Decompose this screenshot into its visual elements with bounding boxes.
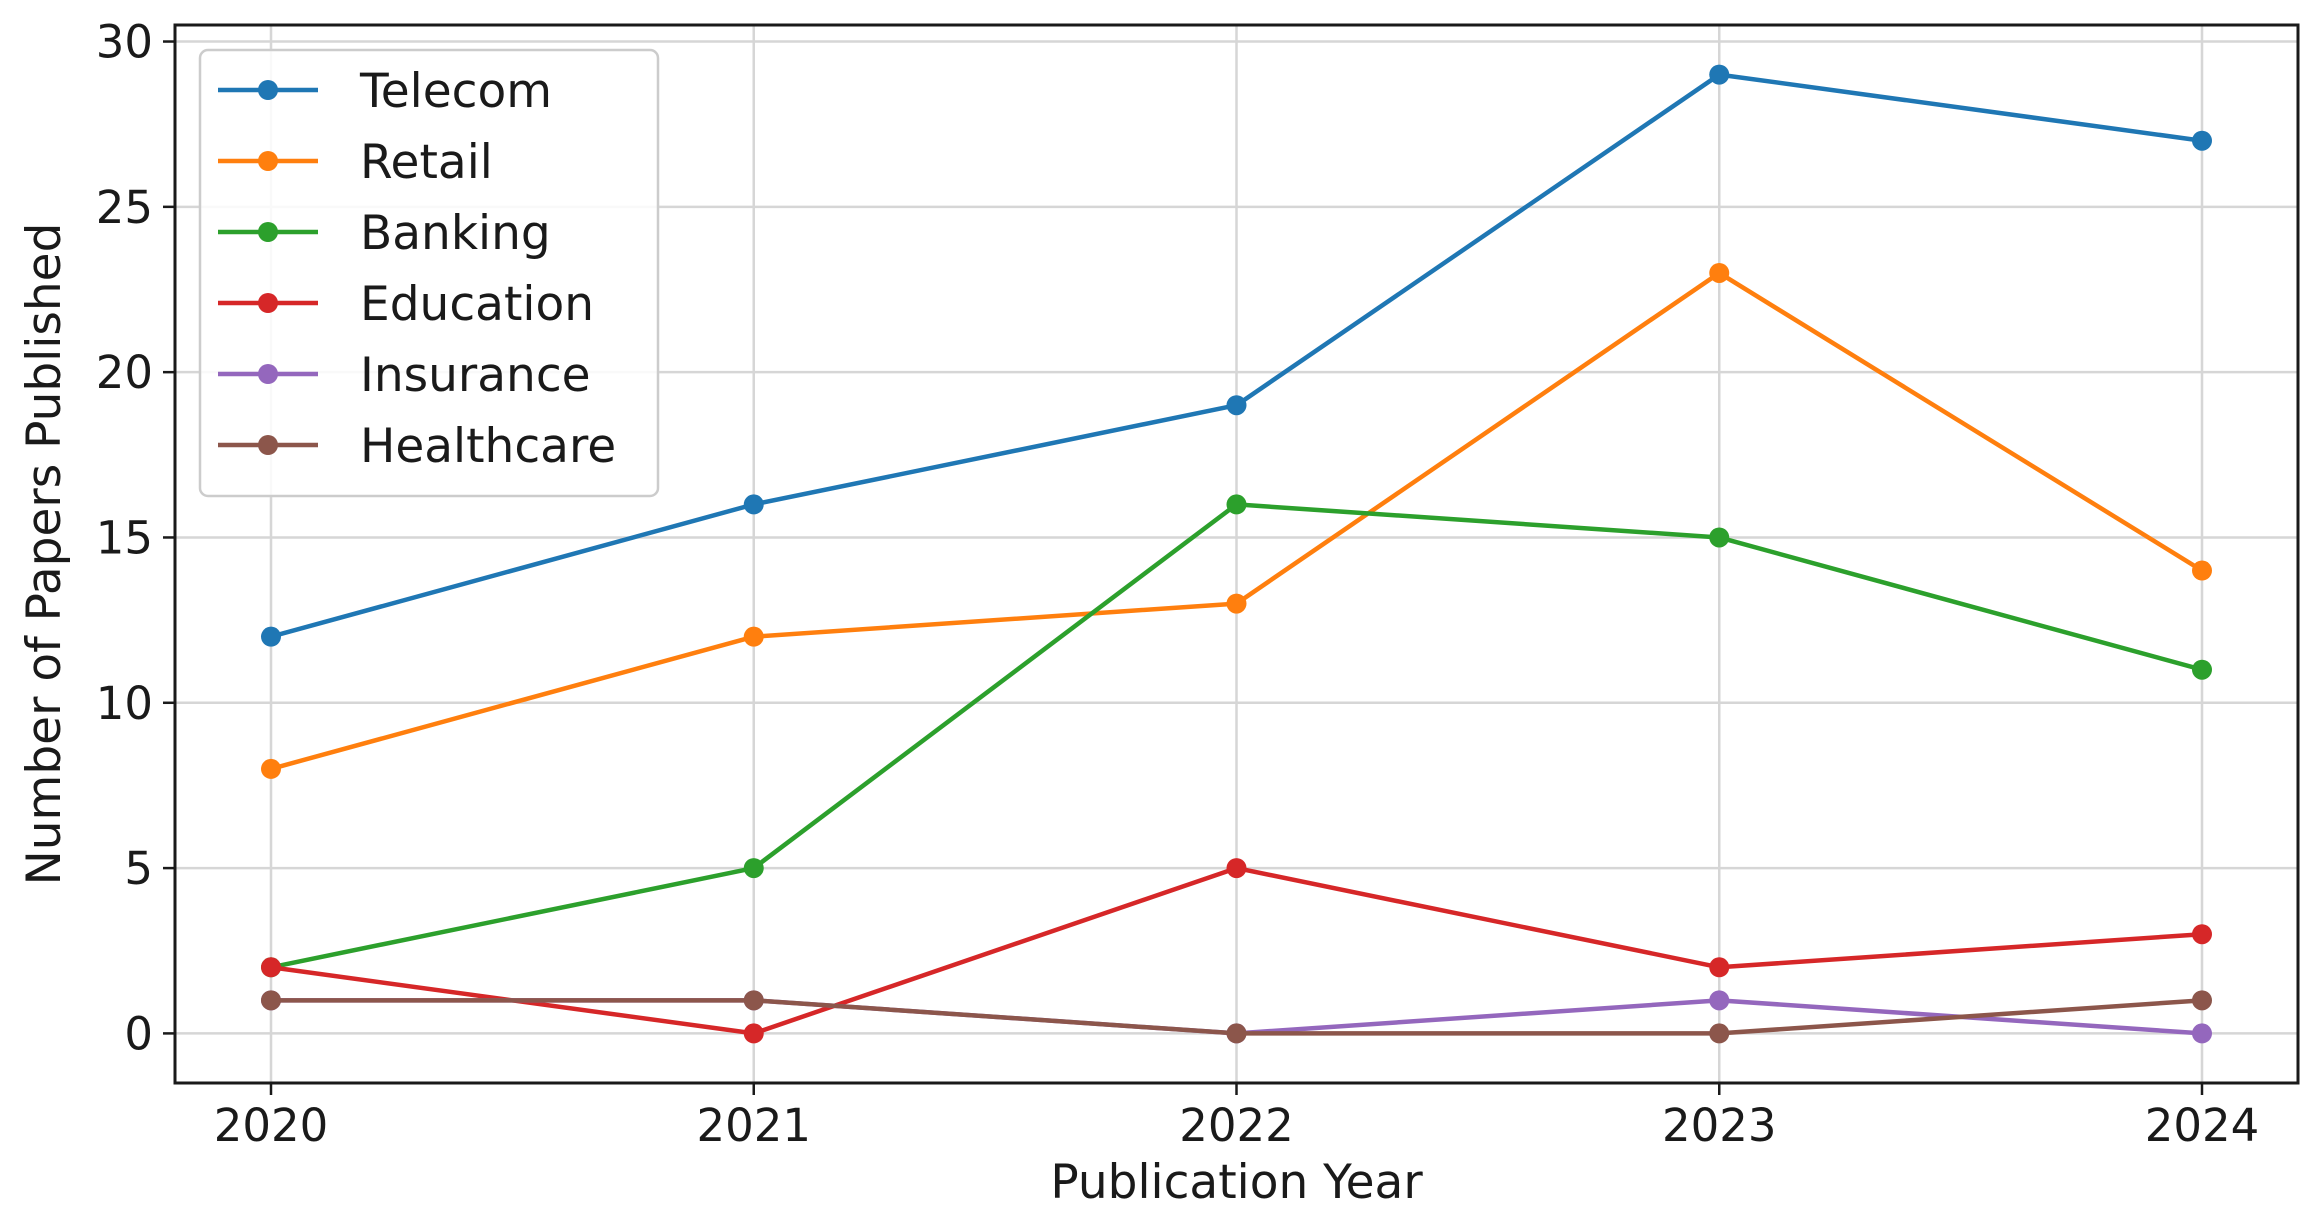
- legend-label: Banking: [360, 206, 551, 261]
- data-point: [1226, 858, 1247, 879]
- x-tick-label: 2023: [1662, 1099, 1777, 1152]
- x-axis-label: Publication Year: [1050, 1155, 1423, 1210]
- data-point: [2192, 560, 2212, 581]
- legend-item: Retail: [218, 135, 493, 190]
- legend-label: Education: [360, 277, 594, 332]
- y-tick-label: 0: [124, 1007, 153, 1060]
- data-point: [261, 626, 281, 647]
- axes: 2020 2021 2022 2023 2024 0 5 10 15 20 25 30: [96, 16, 2300, 1152]
- x-tick-label: 2020: [214, 1099, 329, 1152]
- data-point: [1226, 593, 1247, 614]
- data-point: [261, 990, 281, 1011]
- x-tick-label: 2022: [1179, 1099, 1294, 1152]
- y-tick-label: 10: [96, 677, 153, 730]
- legend-label: Healthcare: [360, 419, 616, 474]
- legend-marker: [258, 364, 278, 384]
- y-tick-label: 30: [96, 16, 153, 69]
- series-retail: [261, 262, 2212, 779]
- data-point: [2192, 990, 2212, 1011]
- data-point: [1226, 494, 1247, 515]
- y-tick-label: 5: [124, 842, 153, 895]
- legend-item: Telecom: [218, 64, 552, 119]
- legend-label: Insurance: [360, 348, 591, 403]
- data-point: [1709, 990, 1730, 1011]
- legend-marker: [258, 80, 278, 100]
- data-point: [2192, 130, 2212, 151]
- legend-item: Insurance: [218, 348, 591, 403]
- data-point: [261, 758, 281, 779]
- y-axis-label: Number of Papers Published: [17, 223, 72, 886]
- data-point: [2192, 924, 2212, 945]
- legend-label: Retail: [360, 135, 493, 190]
- series-banking: [261, 494, 2212, 978]
- data-point: [1226, 1023, 1247, 1044]
- data-point: [743, 626, 764, 647]
- data-point: [743, 990, 764, 1011]
- y-tick-label: 25: [96, 181, 153, 234]
- x-tick-label: 2021: [696, 1099, 811, 1152]
- data-point: [1226, 395, 1247, 416]
- data-point: [1709, 262, 1730, 283]
- legend-marker: [258, 151, 278, 171]
- series-telecom: [261, 64, 2212, 647]
- y-tick-label: 20: [96, 346, 153, 399]
- legend-item: Healthcare: [218, 419, 616, 474]
- series-education: [261, 858, 2212, 1044]
- legend-item: Education: [218, 277, 594, 332]
- data-point: [743, 494, 764, 515]
- data-point: [2192, 659, 2212, 680]
- data-point: [743, 1023, 764, 1044]
- legend-marker: [258, 293, 278, 313]
- data-point: [1709, 1023, 1730, 1044]
- data-point: [1709, 64, 1730, 85]
- data-point: [2192, 1023, 2212, 1044]
- series-healthcare: [261, 990, 2212, 1044]
- data-point: [261, 957, 281, 978]
- x-tick-label: 2024: [2145, 1099, 2260, 1152]
- data-point: [1709, 957, 1730, 978]
- legend-marker: [258, 222, 278, 242]
- data-point: [1709, 527, 1730, 548]
- legend: Telecom Retail Banking Education Insurance He…: [198, 48, 660, 498]
- legend-label: Telecom: [359, 64, 552, 119]
- y-tick-label: 15: [96, 511, 153, 564]
- legend-marker: [258, 435, 278, 455]
- data-point: [743, 858, 764, 879]
- legend-item: Banking: [218, 206, 551, 261]
- series-lines: [261, 64, 2212, 1044]
